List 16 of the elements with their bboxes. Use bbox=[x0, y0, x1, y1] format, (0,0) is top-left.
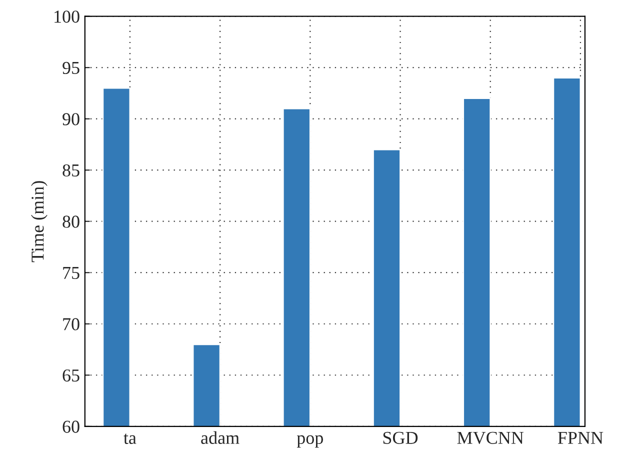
x-tick-label: MVCNN bbox=[457, 432, 524, 444]
y-tick-label: 85 bbox=[62, 164, 80, 177]
y-tick-label: 70 bbox=[63, 318, 80, 330]
y-tick-label: 95 bbox=[62, 62, 80, 74]
x-tick-label: adam bbox=[201, 431, 240, 444]
y-tick-label: 60 bbox=[62, 420, 80, 433]
y-tick-label: 100 bbox=[54, 10, 80, 23]
x-tick-label: pop bbox=[296, 435, 323, 448]
y-tick-label: 90 bbox=[62, 113, 80, 126]
y-tick-label: 80 bbox=[62, 216, 80, 228]
x-tick-label: ta bbox=[124, 434, 136, 444]
x-tick-label: SGD bbox=[383, 432, 418, 444]
x-tick-label: FPNN bbox=[558, 432, 604, 444]
y-tick-label: 65 bbox=[62, 369, 80, 382]
y-tick-label: 75 bbox=[63, 267, 80, 280]
y-axis-title: Time (min) bbox=[31, 181, 48, 262]
